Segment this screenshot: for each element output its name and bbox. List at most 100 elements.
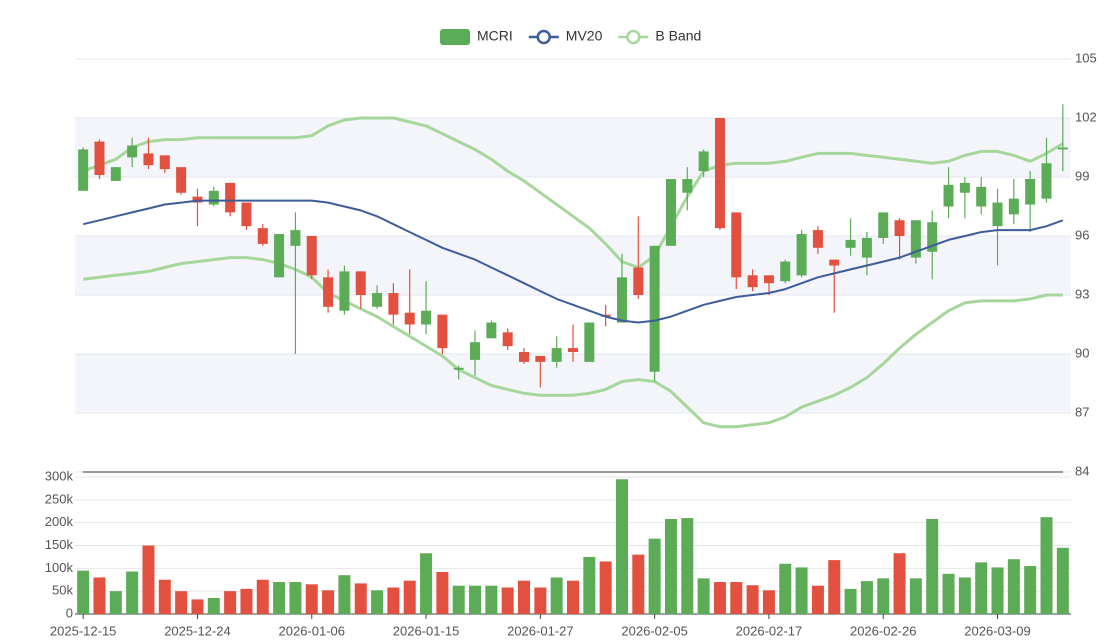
volume-bar <box>387 587 400 614</box>
volume-bar <box>469 585 482 614</box>
volume-bar <box>1024 566 1037 614</box>
volume-bar <box>1040 517 1053 614</box>
volume-bar <box>844 588 857 614</box>
volume-bar <box>599 561 612 614</box>
x-tick-label: 2026-02-05 <box>621 623 688 638</box>
volume-bar <box>795 567 808 614</box>
volume-bar <box>371 590 384 614</box>
volume-bar <box>697 578 710 614</box>
legend-icon <box>440 29 470 45</box>
legend-icon <box>626 29 641 45</box>
candle-body <box>241 202 252 227</box>
candle-body <box>388 293 399 315</box>
candle-body <box>616 277 627 323</box>
volume-tick-label: 150k <box>45 537 74 552</box>
volume-bar <box>926 519 939 614</box>
candle-body <box>894 220 905 236</box>
candle-body <box>421 310 432 325</box>
candle-body <box>992 202 1003 227</box>
volume-bar <box>713 582 726 614</box>
volume-bar <box>779 563 792 614</box>
volume-tick-label: 100k <box>45 560 74 575</box>
legend-label: MCRI <box>477 28 513 44</box>
volume-bar <box>256 579 269 614</box>
candle-body <box>633 267 644 295</box>
volume-bar <box>338 575 351 614</box>
x-tick-label: 2026-01-15 <box>393 623 460 638</box>
y-tick-label: 90 <box>1075 345 1089 360</box>
x-tick-label: 2025-12-24 <box>164 623 231 638</box>
volume-bar <box>289 582 302 614</box>
candle-body <box>110 167 121 181</box>
candle-body <box>731 212 742 278</box>
y-tick-label: 93 <box>1075 286 1089 301</box>
y-tick-label: 99 <box>1075 168 1089 183</box>
y-tick-label: 84 <box>1075 463 1089 478</box>
volume-bar <box>942 573 955 614</box>
candle-body <box>698 151 709 172</box>
candle-body <box>306 236 317 276</box>
candle-body <box>568 348 578 353</box>
volume-bar <box>436 571 449 614</box>
volume-bar <box>762 590 775 614</box>
candle-body <box>257 228 268 244</box>
volume-tick-label: 300k <box>45 468 74 483</box>
x-tick-label: 2026-02-17 <box>736 623 803 638</box>
candle-body <box>323 277 334 307</box>
legend-label: B Band <box>655 28 701 44</box>
candle-body <box>486 322 497 339</box>
line <box>82 199 1064 324</box>
volume-tick-label: 200k <box>45 514 74 529</box>
band-lower <box>83 256 1063 429</box>
volume-bar <box>730 582 743 614</box>
volume-bar <box>240 588 253 614</box>
candle-body <box>878 212 889 238</box>
candle-body <box>372 293 383 307</box>
candle-body <box>714 118 725 229</box>
volume-bar <box>403 580 416 614</box>
volume-tick-label: 250k <box>45 491 74 506</box>
volume-bar <box>975 562 988 614</box>
candle-body <box>208 190 219 205</box>
volume-bar <box>893 553 906 614</box>
y-tick-label: 102 <box>1075 109 1097 124</box>
candle-body <box>94 141 105 176</box>
background-layer <box>75 58 1071 592</box>
candle-body <box>290 230 301 246</box>
volume-bar <box>909 578 922 614</box>
volume-bar <box>534 587 547 614</box>
volume-bar <box>632 554 645 614</box>
volume-bar <box>664 519 677 614</box>
volume-bar <box>158 579 171 614</box>
volume-bar <box>518 580 531 614</box>
volume-bar <box>305 584 318 614</box>
candle-body <box>665 178 676 246</box>
candle-body <box>910 220 921 258</box>
candle-body <box>829 259 840 266</box>
volume-bar <box>567 580 579 614</box>
candle-body <box>535 355 546 362</box>
candle-body <box>976 186 987 207</box>
volume-bar <box>877 578 890 614</box>
candle-body <box>812 230 823 248</box>
y-tick-label: 105 <box>1075 50 1097 65</box>
candle-body <box>159 155 170 170</box>
candle-body <box>1025 178 1036 205</box>
candle-body <box>225 182 236 213</box>
candle-body <box>470 342 481 360</box>
volume-bar <box>811 585 824 614</box>
volume-bar <box>420 553 433 614</box>
candle-body <box>1008 198 1019 215</box>
volume-bar <box>207 598 220 614</box>
x-tick-label: 2026-02-26 <box>850 623 917 638</box>
volume-bar <box>991 567 1004 614</box>
candle-body <box>747 275 758 288</box>
candle-body <box>780 261 791 282</box>
volume-bar <box>322 590 335 614</box>
candle-body <box>437 314 448 349</box>
candle-body <box>78 149 89 191</box>
volume-bar <box>224 591 237 614</box>
volume-bar <box>550 577 563 614</box>
x-tick-label: 2026-01-27 <box>507 623 574 638</box>
